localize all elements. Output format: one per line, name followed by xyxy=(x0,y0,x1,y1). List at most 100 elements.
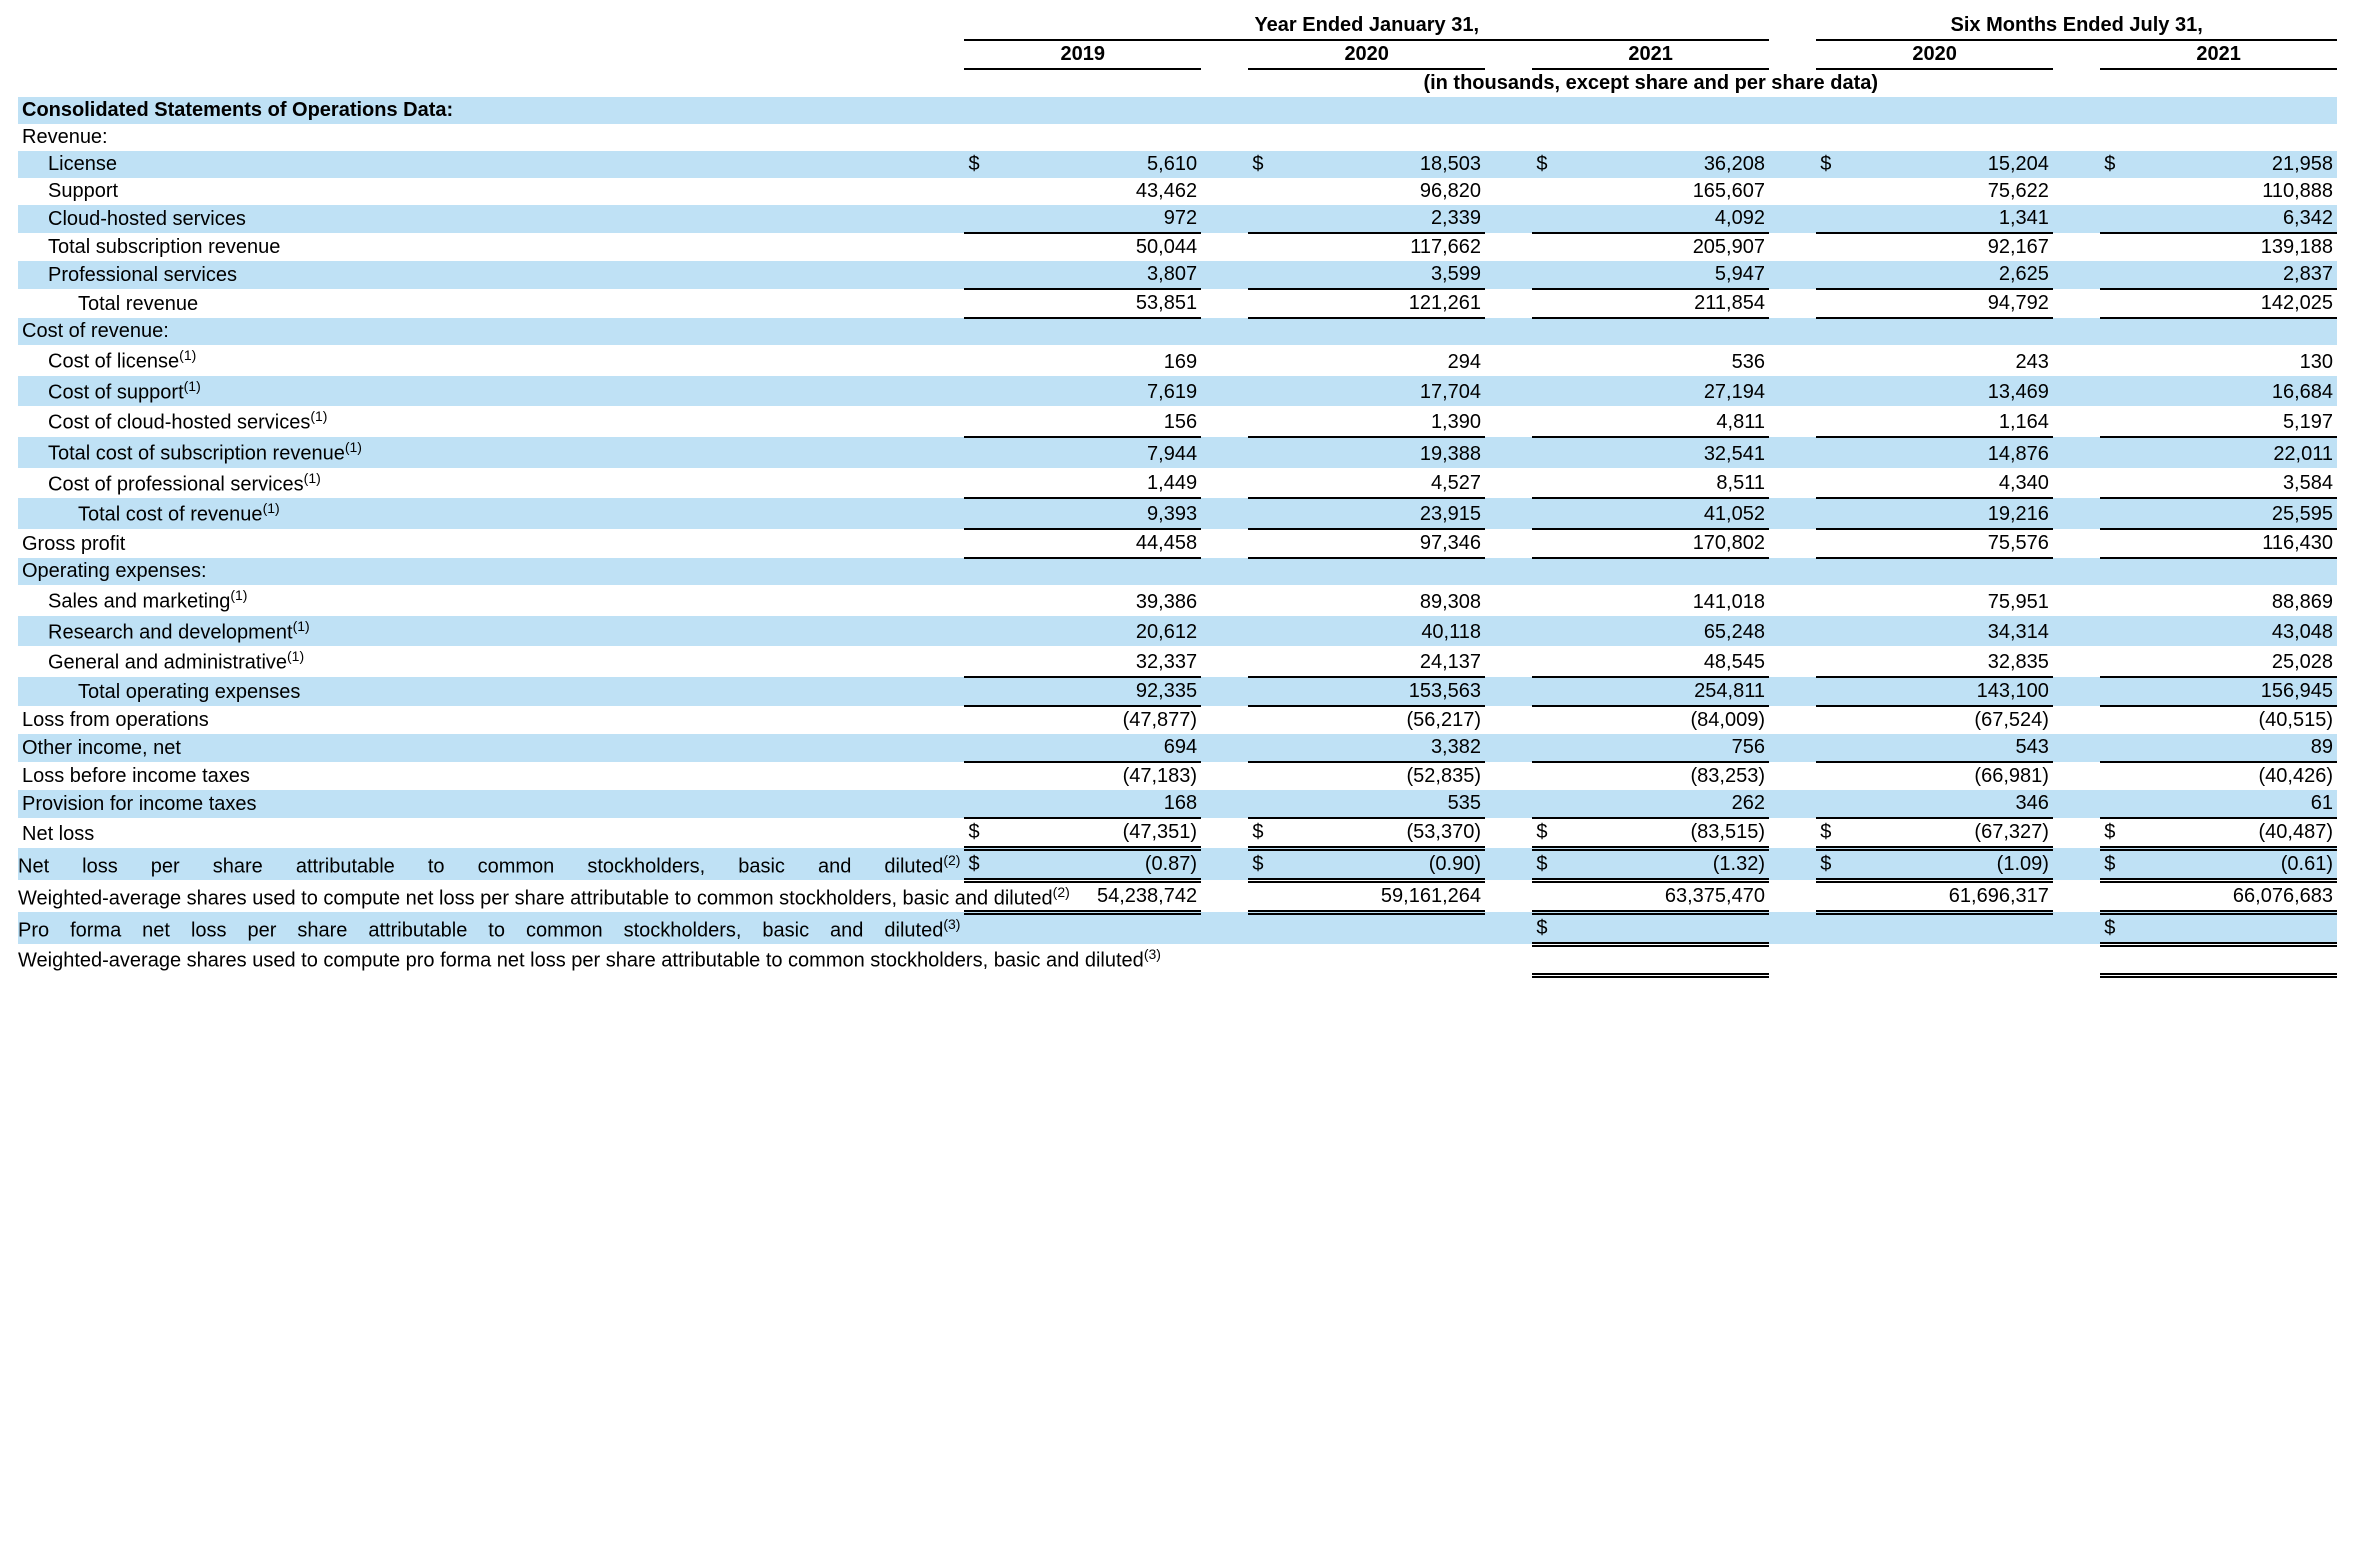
table-row: Cost of professional services(1)1,4494,5… xyxy=(18,468,2337,499)
value-cell: (53,370) xyxy=(1291,818,1485,849)
value-cell: 66,076,683 xyxy=(2143,880,2337,912)
currency-symbol xyxy=(1532,289,1575,318)
value-cell: 96,820 xyxy=(1291,178,1485,205)
currency-symbol xyxy=(1532,880,1575,912)
value-cell: (40,487) xyxy=(2143,818,2337,849)
value-cell: 65,248 xyxy=(1575,616,1769,647)
currency-symbol xyxy=(1816,233,1859,261)
currency-symbol xyxy=(1532,406,1575,437)
value-cell xyxy=(2143,97,2337,124)
table-row: Total operating expenses92,335153,563254… xyxy=(18,677,2337,706)
value-cell: 50,044 xyxy=(1007,233,1201,261)
currency-symbol xyxy=(964,289,1007,318)
row-label: Cost of support(1) xyxy=(18,376,964,407)
currency-symbol xyxy=(1532,468,1575,499)
currency-symbol xyxy=(1816,376,1859,407)
value-cell: 88,869 xyxy=(2143,585,2337,616)
currency-symbol xyxy=(1248,406,1291,437)
currency-symbol xyxy=(964,97,1007,124)
row-label: General and administrative(1) xyxy=(18,646,964,677)
value-cell xyxy=(1859,124,2053,151)
row-label: Research and development(1) xyxy=(18,616,964,647)
value-cell: 19,388 xyxy=(1291,437,1485,468)
table-row: Total revenue53,851121,261211,85494,7921… xyxy=(18,289,2337,318)
value-cell: 3,382 xyxy=(1291,734,1485,762)
value-cell: 32,541 xyxy=(1575,437,1769,468)
value-cell: (84,009) xyxy=(1575,706,1769,734)
row-label: Total revenue xyxy=(18,289,964,318)
table-row: Cost of support(1)7,61917,70427,19413,46… xyxy=(18,376,2337,407)
currency-symbol xyxy=(1532,318,1575,345)
currency-symbol xyxy=(1816,762,1859,790)
currency-symbol xyxy=(2100,318,2143,345)
value-cell: 97,346 xyxy=(1291,529,1485,558)
currency-symbol xyxy=(1816,437,1859,468)
table-row: Consolidated Statements of Operations Da… xyxy=(18,97,2337,124)
value-cell: 61 xyxy=(2143,790,2337,818)
table-row: Operating expenses: xyxy=(18,558,2337,585)
row-label: Gross profit xyxy=(18,529,964,558)
value-cell: 21,958 xyxy=(2143,151,2337,178)
value-cell: (0.90) xyxy=(1291,848,1485,880)
value-cell: 346 xyxy=(1859,790,2053,818)
value-cell: 15,204 xyxy=(1859,151,2053,178)
row-label: Weighted-average shares used to compute … xyxy=(18,944,964,975)
currency-symbol xyxy=(964,376,1007,407)
consolidated-operations-table: Year Ended January 31, Six Months Ended … xyxy=(18,12,2337,978)
currency-symbol: $ xyxy=(1816,818,1859,849)
currency-symbol xyxy=(1816,616,1859,647)
currency-symbol: $ xyxy=(2100,151,2143,178)
value-cell: 75,951 xyxy=(1859,585,2053,616)
value-cell: 20,612 xyxy=(1007,616,1201,647)
value-cell: 6,342 xyxy=(2143,205,2337,233)
currency-symbol xyxy=(1248,762,1291,790)
currency-symbol: $ xyxy=(1816,151,1859,178)
value-cell xyxy=(1859,912,2053,944)
value-cell: 40,118 xyxy=(1291,616,1485,647)
currency-symbol: $ xyxy=(1248,818,1291,849)
value-cell: 156 xyxy=(1007,406,1201,437)
table-row: Other income, net6943,38275654389 xyxy=(18,734,2337,762)
currency-symbol xyxy=(1816,944,1859,975)
value-cell: 27,194 xyxy=(1575,376,1769,407)
value-cell: 32,337 xyxy=(1007,646,1201,677)
value-cell: 89 xyxy=(2143,734,2337,762)
row-label: Cost of revenue: xyxy=(18,318,964,345)
value-cell: 18,503 xyxy=(1291,151,1485,178)
value-cell: 14,876 xyxy=(1859,437,2053,468)
currency-symbol xyxy=(2100,880,2143,912)
currency-symbol xyxy=(1816,677,1859,706)
currency-symbol: $ xyxy=(2100,912,2143,944)
value-cell: (83,515) xyxy=(1575,818,1769,849)
value-cell xyxy=(2143,944,2337,975)
value-cell: 61,696,317 xyxy=(1859,880,2053,912)
hdr-2020a: 2020 xyxy=(1248,40,1485,69)
value-cell: 43,462 xyxy=(1007,178,1201,205)
currency-symbol xyxy=(1816,345,1859,376)
value-cell: 1,449 xyxy=(1007,468,1201,499)
currency-symbol xyxy=(964,762,1007,790)
row-label: Consolidated Statements of Operations Da… xyxy=(18,97,964,124)
currency-symbol xyxy=(1248,437,1291,468)
currency-symbol xyxy=(1532,762,1575,790)
table-row: Cost of revenue: xyxy=(18,318,2337,345)
currency-symbol xyxy=(964,558,1007,585)
value-cell: 153,563 xyxy=(1291,677,1485,706)
currency-symbol xyxy=(1816,289,1859,318)
table-row: Total cost of revenue(1)9,39323,91541,05… xyxy=(18,498,2337,529)
value-cell: 3,807 xyxy=(1007,261,1201,289)
currency-symbol xyxy=(1532,178,1575,205)
footnote-ref: (1) xyxy=(179,347,196,363)
currency-symbol xyxy=(1816,261,1859,289)
header-row-period: Year Ended January 31, Six Months Ended … xyxy=(18,12,2337,40)
currency-symbol xyxy=(1532,558,1575,585)
currency-symbol xyxy=(1816,406,1859,437)
value-cell xyxy=(1007,318,1201,345)
value-cell: 4,092 xyxy=(1575,205,1769,233)
currency-symbol xyxy=(1248,178,1291,205)
value-cell: (47,877) xyxy=(1007,706,1201,734)
table-row: Cost of cloud-hosted services(1)1561,390… xyxy=(18,406,2337,437)
currency-symbol xyxy=(2100,345,2143,376)
currency-symbol xyxy=(964,468,1007,499)
currency-symbol: $ xyxy=(1532,848,1575,880)
